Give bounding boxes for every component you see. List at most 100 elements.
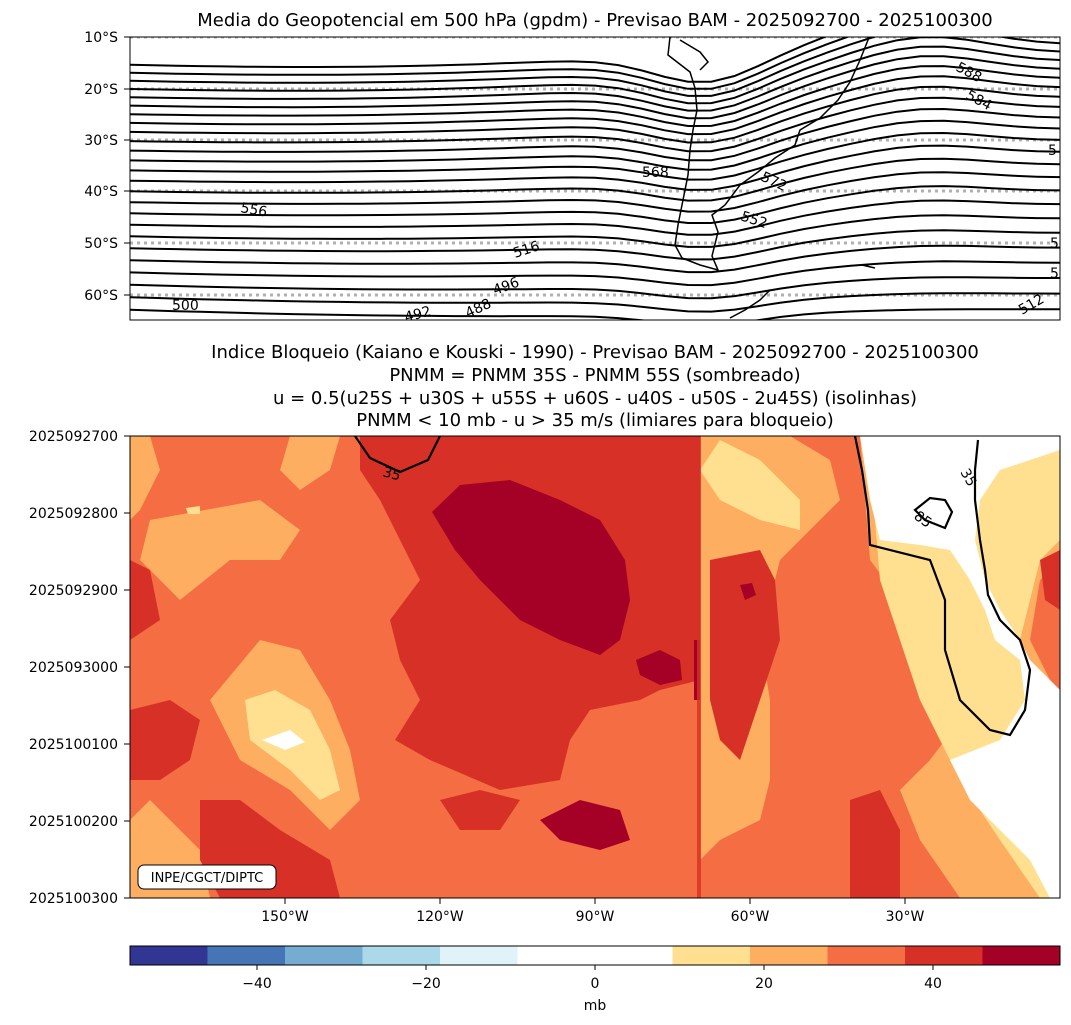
seam-line	[697, 436, 701, 898]
geopotential-contour-line	[130, 37, 851, 90]
y-tick-label: 2025093000	[29, 660, 118, 676]
geopotential-contour-line	[130, 37, 1060, 97]
geopotential-contour-line	[130, 144, 1060, 191]
u-isoline-85	[913, 496, 954, 530]
geopotential-contour-line	[130, 131, 1060, 181]
geopotential-contour-line	[130, 292, 1060, 313]
credit-badge-text: INPE/CGCT/DIPTC	[151, 871, 263, 886]
top-chart-frame	[129, 36, 1061, 321]
bottom-title-line: PNMM < 10 mb - u > 35 m/s (limiares para…	[356, 410, 833, 431]
y-tick-label: 40°S	[84, 184, 118, 200]
x-tick-label: 150°W	[261, 909, 309, 925]
geopotential-contour-line	[130, 199, 1060, 236]
geopotential-contour-line	[130, 229, 1060, 261]
geopotential-contour-line	[130, 276, 1060, 300]
x-tick-label: 60°W	[731, 909, 770, 925]
geopotential-contour-line	[130, 85, 1060, 144]
colorbar-segment	[285, 946, 363, 965]
y-tick-label: 60°S	[84, 288, 118, 304]
geopotential-contour-line	[130, 260, 1060, 287]
contour-label: 492	[403, 303, 433, 325]
contour-label: 516	[511, 238, 541, 262]
bottom-y-axis: 2025092700 2025092800 2025092900 2025093…	[29, 429, 118, 907]
geopotential-contour-line	[130, 55, 1060, 120]
x-tick-label: 120°W	[416, 909, 464, 925]
isoline-label: 35	[381, 464, 402, 484]
top-y-tick-marks	[124, 36, 130, 296]
bottom-chart-title: Indice Bloqueio (Kaiano e Kouski - 1990)…	[211, 342, 979, 431]
y-tick-label: 2025092700	[29, 429, 118, 445]
geopotential-contour-line	[130, 322, 1060, 338]
contour-label: 5	[1050, 236, 1059, 252]
colorbar-segment	[440, 946, 518, 965]
y-tick-label: 2025092900	[29, 583, 118, 599]
colorbar-tick-label: −20	[411, 976, 441, 992]
bottom-x-axis: 150°W 120°W 90°W 60°W 30°W	[261, 909, 924, 925]
geopotential-contour-line	[130, 65, 1060, 128]
colorbar-segment	[517, 946, 596, 965]
y-tick-label: 30°S	[84, 133, 118, 149]
colorbar-segment	[750, 946, 828, 965]
y-tick-label: 2025092800	[29, 506, 118, 522]
geopotential-contour-line	[130, 37, 828, 83]
geopotential-contours	[130, 37, 1060, 338]
colorbar-ticks: −40 −20 0 20 40	[242, 976, 942, 992]
geopotential-contour-line	[130, 308, 1060, 320]
colorbar-tick-marks	[256, 965, 934, 970]
colorbar-segment	[207, 946, 286, 965]
colorbar-tick-label: 0	[591, 976, 600, 992]
contour-label: 556	[239, 200, 268, 220]
shading-band-below-10	[262, 436, 1060, 898]
colorbar-tick-label: 40	[924, 976, 942, 992]
colorbar-segment	[672, 946, 751, 965]
contour-label: 5	[1050, 266, 1059, 282]
y-tick-label: 2025100100	[29, 737, 118, 753]
contour-label: 552	[739, 209, 769, 232]
colorbar-segment	[982, 946, 1061, 965]
contour-labels: 588 584 572 568 556 552 516 500 496 488 …	[172, 59, 1059, 325]
credit-badge: INPE/CGCT/DIPTC	[137, 864, 277, 890]
geopotential-contour-line	[130, 244, 1060, 274]
geopotential-contour-line	[130, 185, 1060, 224]
geopotential-contour-line	[130, 171, 1060, 213]
shading-band-40-50	[130, 436, 1060, 898]
bottom-title-line: PNMM = PNMM 35S - PNMM 55S (sombreado)	[389, 365, 800, 386]
geopotential-contour-line	[130, 96, 1060, 153]
colorbar	[130, 946, 1061, 965]
latitude-gridlines	[130, 37, 1060, 297]
bottom-title-line: u = 0.5(u25S + u30S + u55S + u60S - u40S…	[273, 388, 917, 409]
x-tick-label: 90°W	[576, 909, 615, 925]
colorbar-segment	[827, 946, 906, 965]
geopotential-contour-line	[130, 37, 1060, 105]
shading-band-above-50	[432, 480, 756, 850]
geopotential-contour-line	[130, 157, 1060, 202]
colorbar-tick-label: 20	[755, 976, 773, 992]
blocking-index-field: 35 35 85	[130, 436, 1060, 898]
u-isoline-35-right	[853, 436, 1032, 737]
south-america-coastline	[667, 37, 869, 272]
isoline-label: 35	[957, 466, 980, 489]
geopotential-contour-line	[130, 45, 1060, 112]
y-tick-label: 2025100200	[29, 814, 118, 830]
top-chart-title: Media do Geopotencial em 500 hPa (gpdm) …	[197, 10, 993, 31]
contour-label: 5	[1048, 143, 1057, 159]
contour-label: 500	[172, 298, 199, 314]
colorbar-tick-label: −40	[242, 976, 272, 992]
x-tick-label: 30°W	[886, 909, 925, 925]
u-isoline-35-left	[354, 436, 441, 474]
y-tick-label: 20°S	[84, 82, 118, 98]
colorbar-segment	[362, 946, 441, 965]
bottom-title-line: Indice Bloqueio (Kaiano e Kouski - 1990)…	[211, 342, 979, 363]
y-tick-label: 2025100300	[29, 891, 118, 907]
geopotential-contour-line	[130, 75, 1060, 136]
geopotential-contour-line	[130, 214, 1060, 248]
contour-label: 568	[642, 165, 669, 181]
bottom-y-tick-marks	[124, 435, 130, 899]
top-y-axis: 10°S 20°S 30°S 40°S 50°S 60°S	[84, 30, 118, 304]
colorbar-segment	[905, 946, 983, 965]
geopotential-contour-line	[130, 119, 1060, 171]
y-tick-label: 50°S	[84, 236, 118, 252]
top-map-area: 588 584 572 568 556 552 516 500 496 488 …	[130, 37, 1060, 338]
colorbar-label: mb	[584, 998, 607, 1014]
